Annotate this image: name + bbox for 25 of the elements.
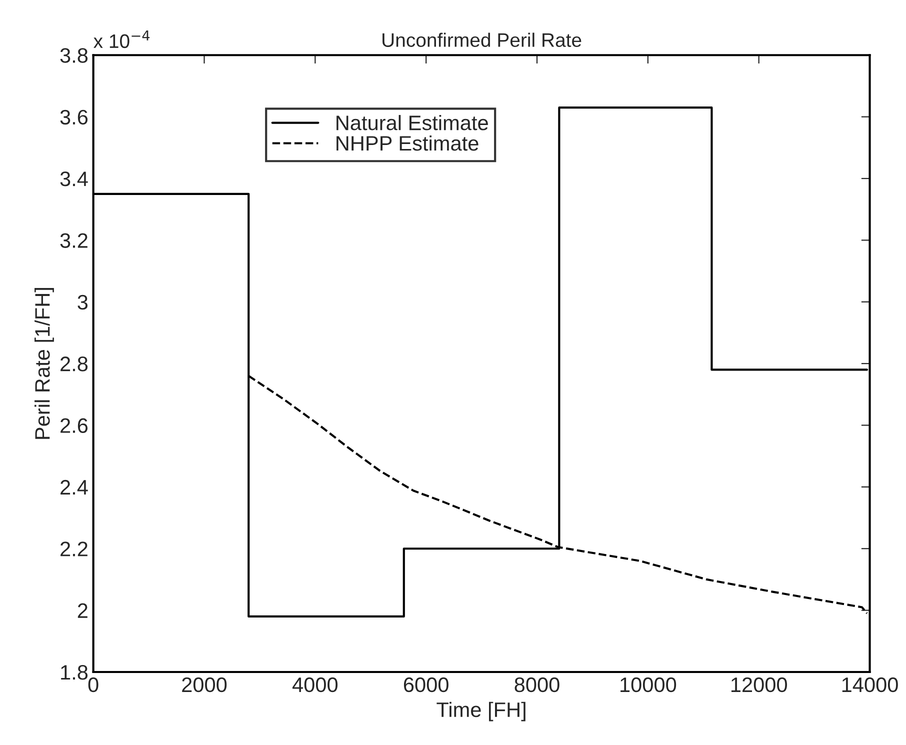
x-tick-label: 0: [88, 677, 98, 692]
y-tick-label: 3.2: [60, 233, 88, 248]
y-tick-label: 1.8: [61, 664, 88, 680]
y-tick-label: 3.6: [60, 110, 88, 125]
text: x 10$^{−4}$: [94, 30, 150, 48]
y-tick-label: 2: [78, 603, 88, 618]
x-tick-label: 2000: [182, 677, 227, 692]
x-axis-title: Time [FH]: [436, 702, 526, 722]
y-tick-label: 3: [78, 294, 88, 310]
y-tick-label: 3.4: [60, 172, 88, 186]
y-tick-label: 2.8: [60, 356, 88, 372]
chart-title: Unconfirmed Peril Rate: [382, 32, 582, 47]
x-tick-label: 4000: [292, 677, 338, 692]
y-tick-label: 2.6: [60, 418, 88, 433]
legend-label: Natural Estimate: [336, 114, 488, 130]
x-tick-label: 8000: [514, 677, 560, 692]
y-tick-label: 3.8: [60, 48, 88, 63]
x-tick-label: 12000: [731, 677, 787, 692]
x-tick-label: 14000: [842, 677, 898, 692]
y-tick-label: 2.4: [60, 480, 88, 494]
y-tick-label: 2.2: [60, 542, 88, 556]
x-tick-label: 6000: [404, 677, 448, 692]
legend-label: NHPP Estimate: [336, 135, 478, 151]
x-tick-label: 10000: [620, 677, 676, 692]
y-axis-title: Peril Rate [1/FH]: [34, 288, 54, 439]
